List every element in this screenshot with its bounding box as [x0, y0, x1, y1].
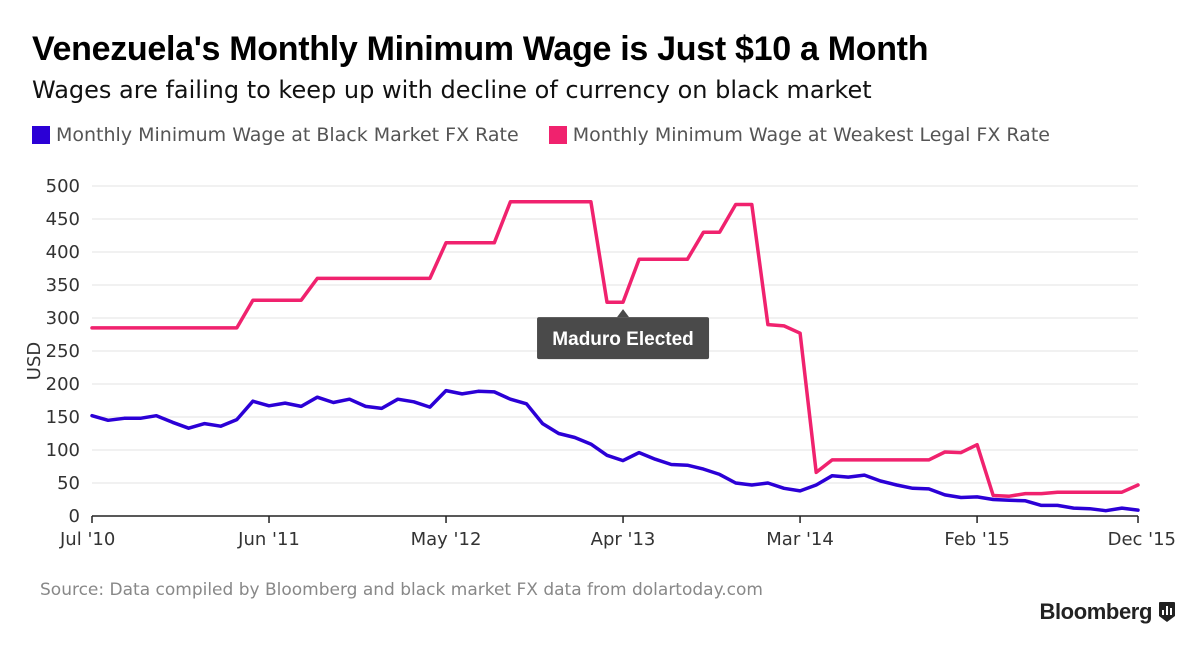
y-tick-label: 300 [46, 308, 80, 329]
chart-subtitle: Wages are failing to keep up with declin… [32, 76, 872, 104]
annotation-pointer [617, 309, 630, 318]
legend-swatch-legal [548, 126, 567, 144]
legend-swatch-black-market [32, 126, 50, 144]
brand-name: Bloomberg [1039, 599, 1152, 624]
legend-label-black-market: Monthly Minimum Wage at Black Market FX … [56, 124, 519, 146]
annotations: Maduro Elected [537, 309, 710, 360]
x-tick-label: Feb '15 [944, 529, 1009, 550]
y-tick-label: 400 [46, 242, 80, 263]
series-line-black-market [90, 388, 1140, 513]
x-tick-label: Jul '10 [59, 529, 115, 550]
chart-legend: Monthly Minimum Wage at Black Market FX … [32, 124, 1080, 146]
y-axis-label: USD [24, 342, 45, 380]
y-tick-label: 350 [46, 275, 80, 296]
bloomberg-logo: Bloomberg [1039, 599, 1176, 625]
x-tick-label: Mar '14 [766, 529, 834, 550]
legend-label-legal: Monthly Minimum Wage at Weakest Legal FX… [572, 124, 1050, 146]
y-tick-label: 250 [46, 341, 80, 362]
annotation-box [537, 317, 710, 360]
source-note: Source: Data compiled by Bloomberg and b… [40, 580, 763, 600]
y-tick-label: 200 [46, 374, 80, 395]
annotation-label: Maduro Elected [552, 329, 693, 350]
series-line-legal [90, 200, 1140, 498]
chart-title: Venezuela's Monthly Minimum Wage is Just… [32, 30, 929, 68]
y-tick-label: 500 [46, 176, 80, 197]
y-tick-label: 100 [46, 440, 80, 461]
y-tick-label: 150 [46, 407, 80, 428]
y-axis: 0 50 100 150 200 250 300 350 400 450 500 [46, 176, 80, 527]
x-tick-label: May '12 [411, 529, 482, 550]
series-lines [90, 200, 1140, 513]
legend-item-black-market: Monthly Minimum Wage at Black Market FX … [32, 124, 519, 146]
bloomberg-chart-icon [1159, 602, 1175, 622]
x-tick-label: Dec '15 [1108, 529, 1176, 550]
legend-item-legal: Monthly Minimum Wage at Weakest Legal FX… [548, 124, 1050, 146]
y-tick-label: 450 [46, 209, 80, 230]
x-tick-label: Jun '11 [237, 529, 300, 550]
y-tick-label: 0 [69, 506, 80, 527]
x-tick-label: Apr '13 [591, 529, 656, 550]
y-tick-label: 50 [57, 473, 80, 494]
x-axis: Jul '10 Jun '11 May '12 Apr '13 Mar '14 Feb '… [59, 515, 1176, 550]
